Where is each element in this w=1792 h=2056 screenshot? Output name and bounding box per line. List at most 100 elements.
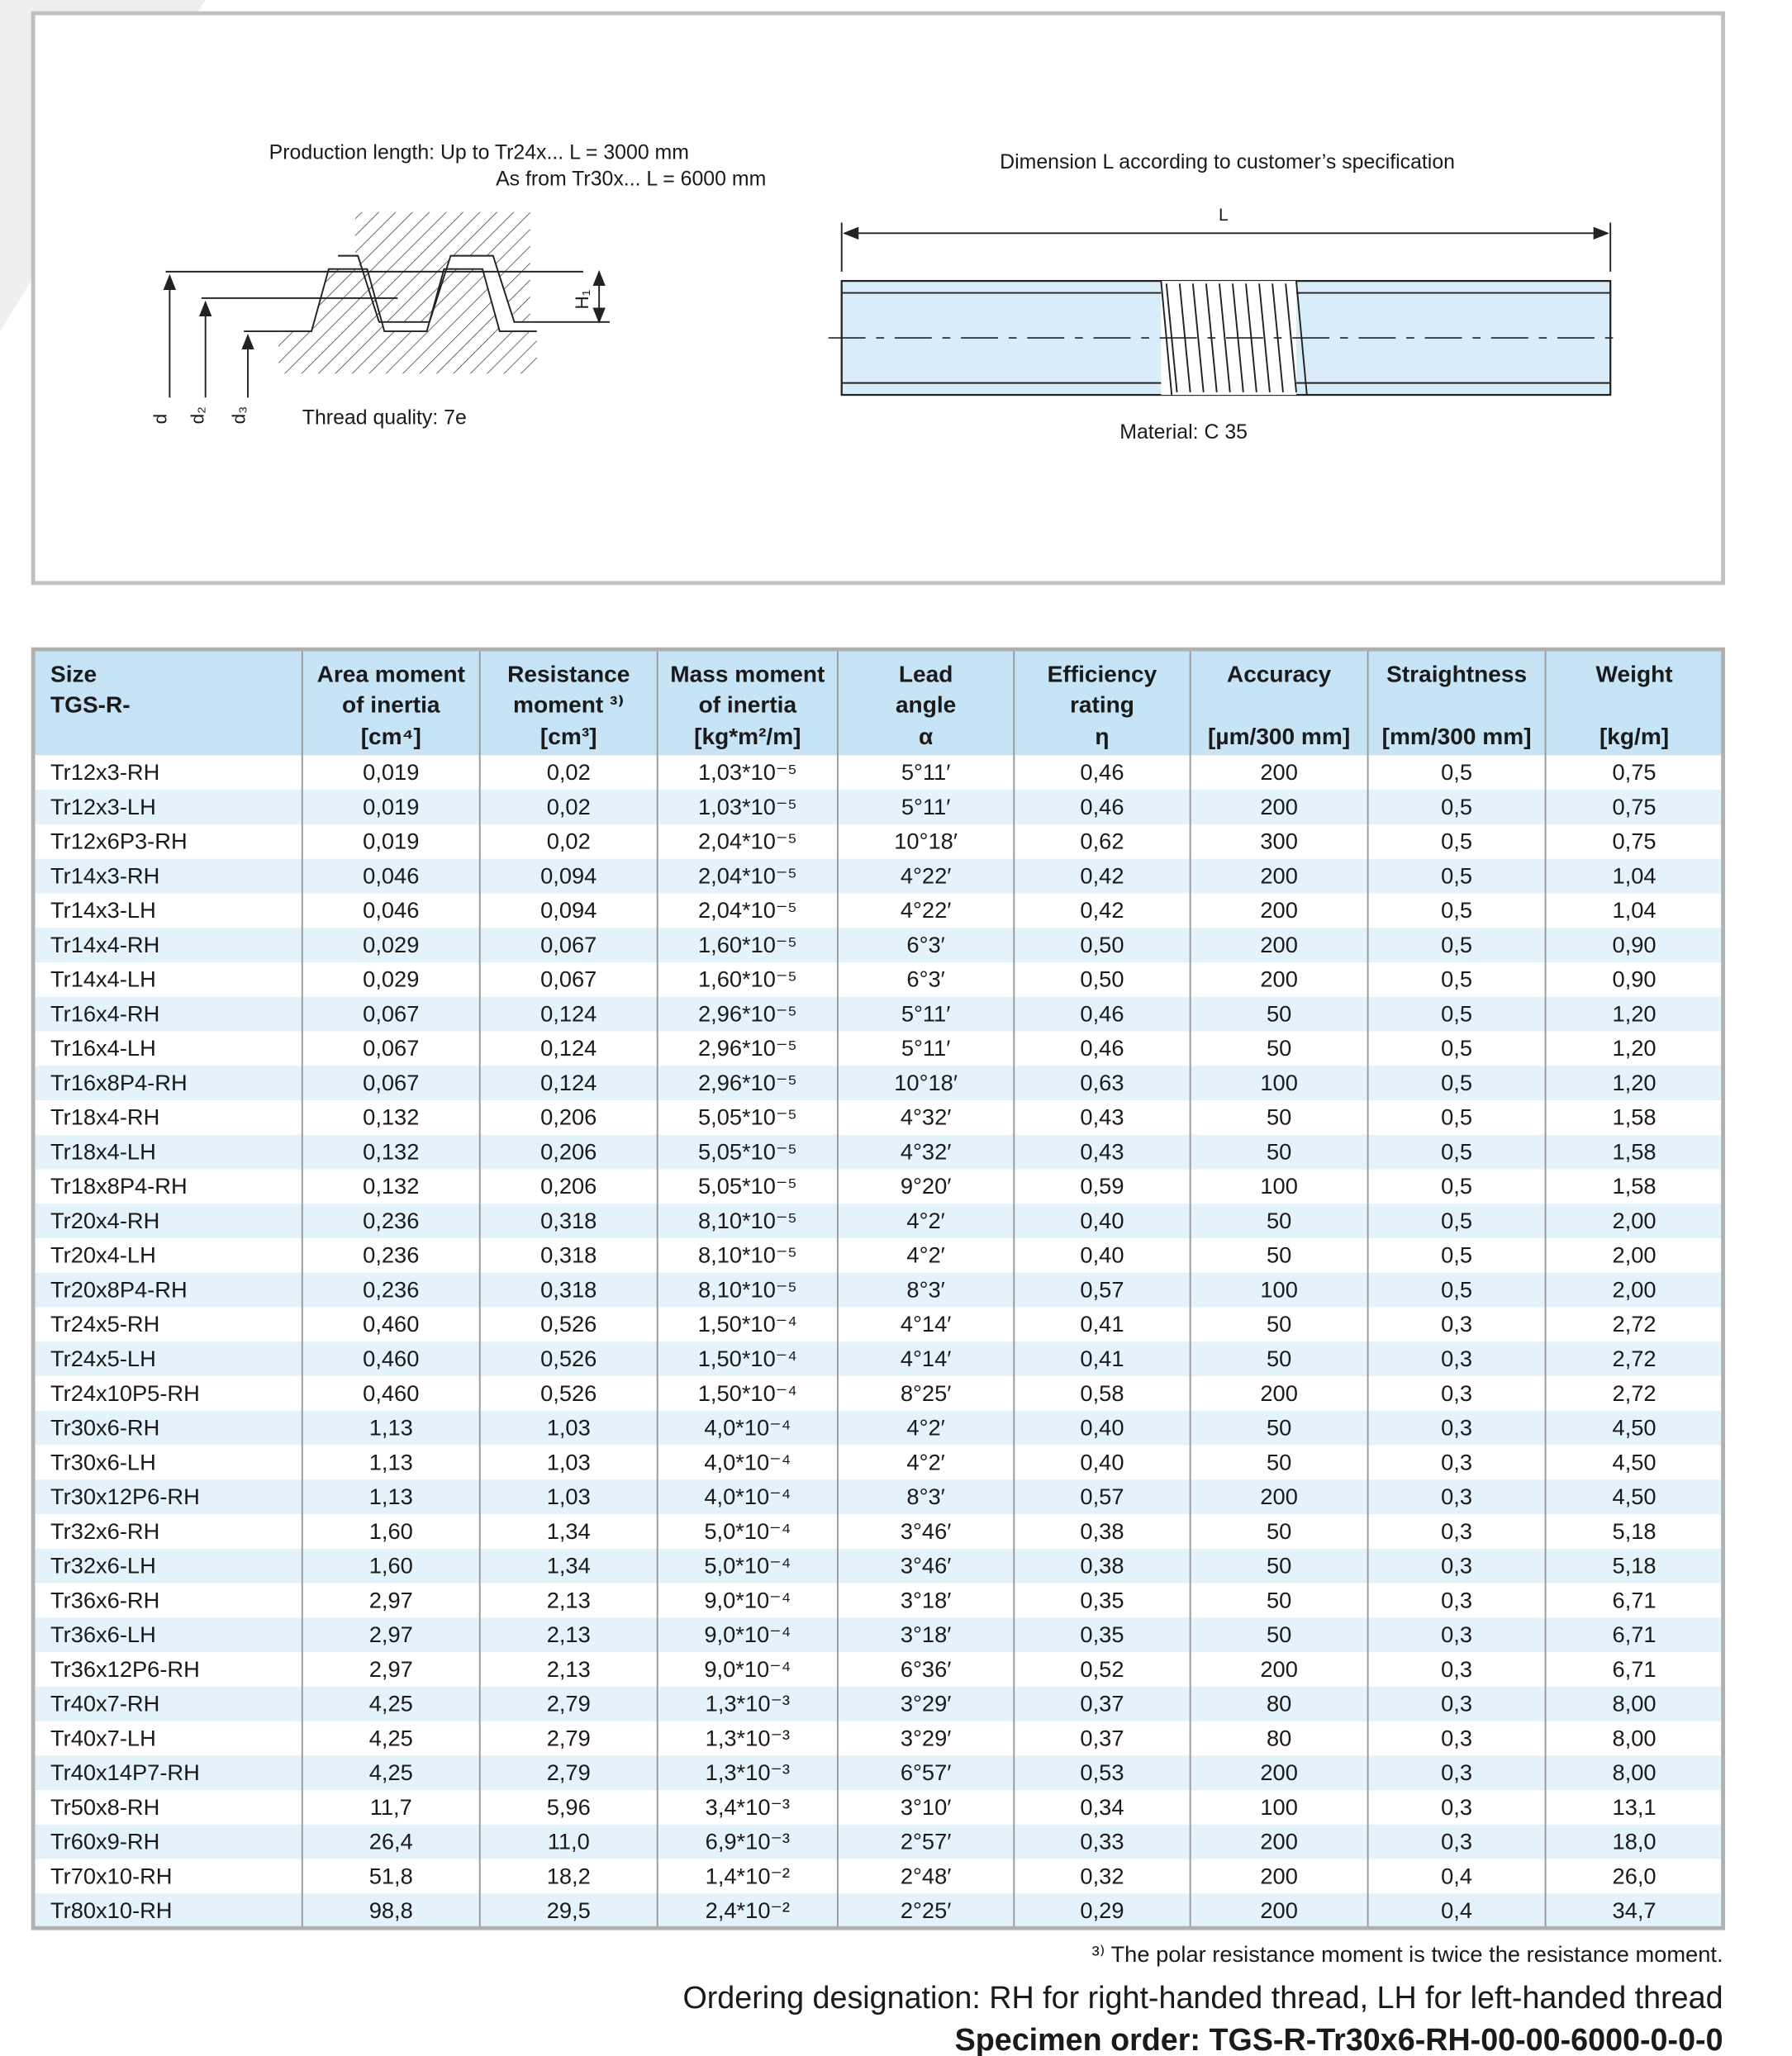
table-cell: 1,60 [369,1518,413,1544]
table-cell: 2,04*10⁻⁵ [698,862,797,888]
table-cell: 0,02 [547,829,591,854]
table-cell: 4,0*10⁻⁴ [704,1484,791,1509]
table-cell: 200 [1260,1656,1298,1682]
row-background [33,962,1723,997]
row-background [33,1652,1723,1687]
table-cell: 8°3′ [906,1484,944,1509]
table-cell: 0,38 [1080,1518,1124,1544]
table-cell: 0,46 [1080,794,1124,819]
table-cell: 0,3 [1441,1380,1472,1406]
table-cell: 1,4*10⁻² [706,1863,790,1888]
table-cell: 2,13 [547,1656,591,1682]
row-label: Tr14x3-LH [50,897,156,923]
table-cell: 0,50 [1080,932,1124,957]
table-cell: 0,90 [1613,966,1657,992]
dimension-label: L [1219,206,1229,225]
table-cell: 6°3′ [906,966,944,992]
table-cell: 2,97 [369,1587,413,1612]
table-cell: 4°32′ [901,1104,952,1130]
table-cell: 0,5 [1441,862,1472,888]
table-cell: 0,35 [1080,1587,1124,1612]
table-cell: 6°36′ [901,1656,952,1682]
table-cell: 0,59 [1080,1173,1124,1199]
row-label: Tr36x6-RH [50,1587,159,1612]
table-cell: 50 [1267,1415,1291,1441]
table-cell: 0,40 [1080,1415,1124,1441]
table-cell: 0,40 [1080,1242,1124,1268]
table-cell: 0,32 [1080,1863,1124,1888]
table-cell: 1,04 [1613,862,1657,888]
table-cell: 4°2′ [906,1415,944,1441]
table-cell: 0,40 [1080,1449,1124,1474]
table-cell: 200 [1260,1759,1298,1785]
row-background [33,1169,1723,1204]
row-background [33,790,1723,824]
table-cell: 2,00 [1613,1276,1657,1302]
table-cell: 1,20 [1613,1070,1657,1095]
column-header: of inertia [699,691,797,717]
table-cell: 0,63 [1080,1070,1124,1095]
table-border [31,647,1725,1930]
production-length: Production length: Up to Tr24x... L = 30… [269,141,689,164]
row-background [33,1755,1723,1791]
table-cell: 0,43 [1080,1138,1124,1164]
table-cell: 2,97 [369,1622,413,1647]
table-cell: 1,04 [1613,897,1657,923]
row-label: Tr40x7-LH [50,1725,156,1750]
row-background [33,1031,1723,1066]
row-background [33,1721,1723,1756]
table-cell: 5,05*10⁻⁵ [698,1173,797,1199]
table-cell: 0,460 [363,1311,419,1337]
table-cell: 0,067 [363,1035,419,1061]
table-cell: 0,5 [1441,759,1472,785]
table-cell: 0,46 [1080,1035,1124,1061]
column-header: [kg/m] [1599,724,1669,749]
ordering-designation: Ordering designation: RH for right-hande… [682,1980,1723,2015]
table-cell: 13,1 [1613,1794,1657,1820]
table-cell: 200 [1260,966,1298,992]
table-cell: 200 [1260,1897,1298,1923]
table-cell: 4,50 [1613,1449,1657,1474]
row-label: Tr18x4-RH [50,1104,159,1130]
table-cell: 4°14′ [901,1311,952,1337]
table-cell: 0,3 [1441,1691,1472,1716]
table-cell: 0,42 [1080,862,1124,888]
table-cell: 0,46 [1080,759,1124,785]
row-background [33,1617,1723,1653]
table-cell: 2,97 [369,1656,413,1682]
table-cell: 1,03 [547,1415,591,1441]
table-cell: 98,8 [369,1897,413,1923]
row-background [33,1824,1723,1859]
table-cell: 0,3 [1441,1449,1472,1474]
table-cell: 0,02 [547,794,591,819]
row-background [33,1204,1723,1239]
row-label: Tr32x6-RH [50,1518,159,1544]
table-cell: 0,132 [363,1138,419,1164]
table-cell: 200 [1260,1829,1298,1854]
table-cell: 2,00 [1613,1242,1657,1268]
table-cell: 8,00 [1613,1725,1657,1750]
table-cell: 0,067 [540,932,597,957]
table-cell: 200 [1260,759,1298,785]
table-cell: 0,3 [1441,1415,1472,1441]
dimension-label: d [150,414,171,424]
table-cell: 200 [1260,1380,1298,1406]
table-cell: 26,4 [369,1829,413,1854]
table-cell: 0,75 [1613,829,1657,854]
table-cell: 0,4 [1441,1897,1472,1923]
table-cell: 6,71 [1613,1622,1657,1647]
table-cell: 8,00 [1613,1759,1657,1785]
spindle-drawing [828,222,1624,396]
row-background [33,1134,1723,1170]
column-header: rating [1070,691,1134,717]
table-cell: 4°14′ [901,1346,952,1371]
table-cell: 0,3 [1441,1794,1472,1820]
row-label: Tr30x12P6-RH [50,1484,200,1509]
table-cell: 0,41 [1080,1311,1124,1337]
table-cell: 1,60*10⁻⁵ [698,966,797,992]
table-cell: 0,3 [1441,1656,1472,1682]
table-cell: 0,132 [363,1104,419,1130]
table-cell: 0,029 [363,932,419,957]
row-label: Tr16x4-LH [50,1035,156,1061]
